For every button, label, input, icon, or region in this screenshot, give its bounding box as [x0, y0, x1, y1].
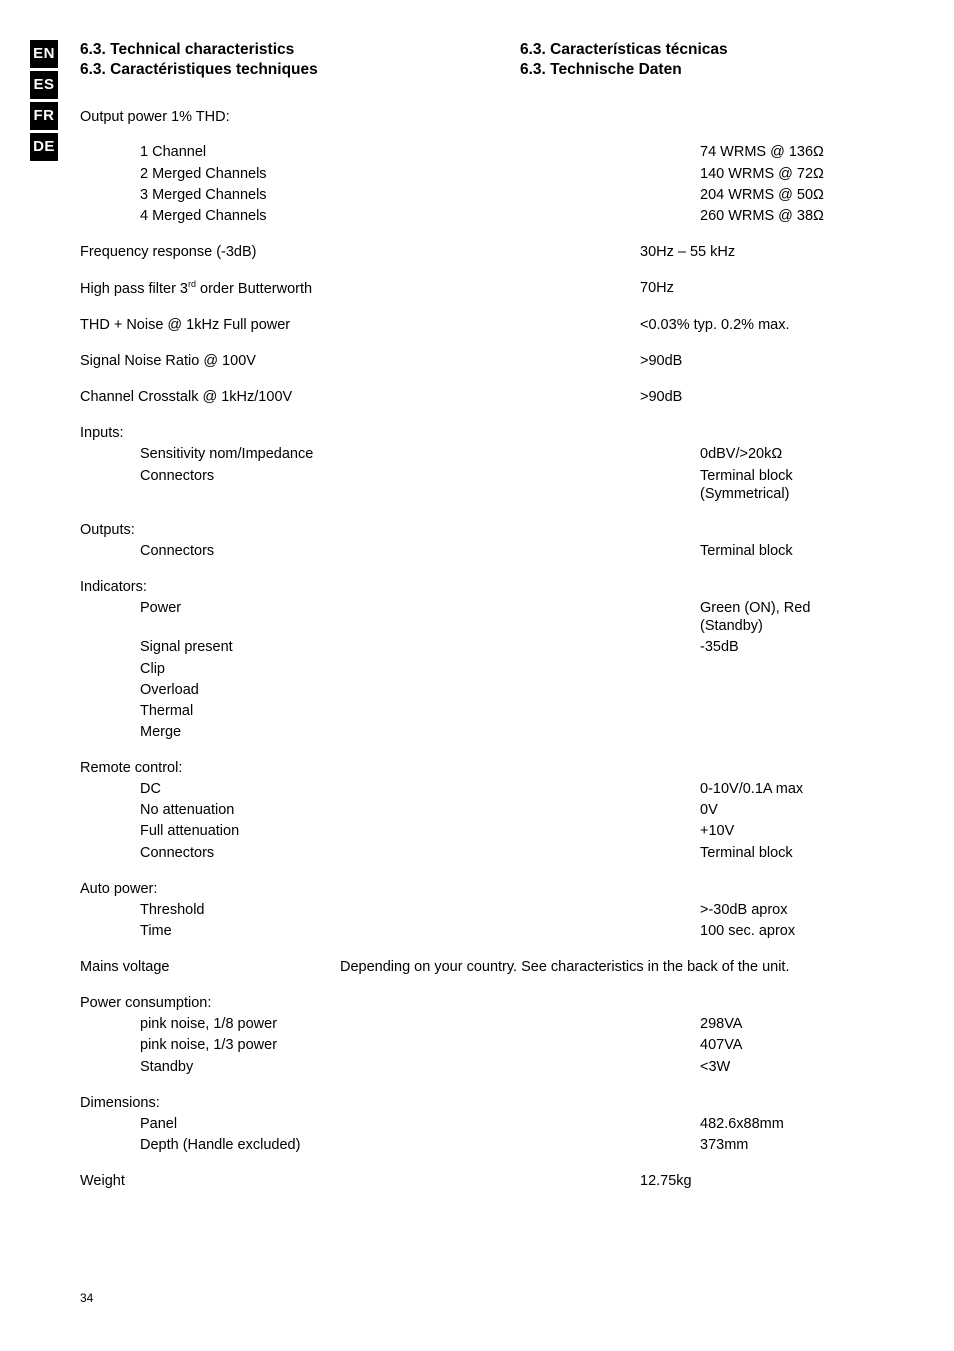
section-titles: 6.3. Technical characteristics 6.3. Cara…: [80, 40, 874, 80]
spec-label: Connectors: [80, 542, 700, 560]
spec-label: Panel: [80, 1115, 700, 1133]
spec-label: Mains voltage: [80, 958, 340, 976]
page-content: 6.3. Technical characteristics 6.3. Cara…: [80, 40, 874, 1190]
inputs-heading: Inputs:: [80, 424, 640, 442]
title-en: 6.3. Technical characteristics: [80, 40, 520, 60]
spec-label: High pass filter 3rd order Butterworth: [80, 279, 640, 298]
page-number: 34: [80, 1291, 93, 1306]
spec-label: Power: [80, 599, 700, 635]
hp-prefix: High pass filter 3: [80, 281, 188, 297]
spec-value: 482.6x88mm: [700, 1115, 874, 1133]
spec-label: pink noise, 1/8 power: [80, 1015, 700, 1033]
spec-value: 0dBV/>20kΩ: [700, 445, 874, 463]
spec-value: 0V: [700, 801, 874, 819]
spec-value: 0-10V/0.1A max: [700, 780, 874, 798]
spec-value: 74 WRMS @ 136Ω: [700, 143, 874, 161]
spec-value: 373mm: [700, 1136, 874, 1154]
outputs-heading: Outputs:: [80, 521, 640, 539]
lang-de: DE: [30, 133, 58, 161]
spec-value: -35dB: [700, 638, 874, 656]
title-es: 6.3. Características técnicas: [520, 40, 728, 60]
spec-value: <0.03% typ. 0.2% max.: [640, 316, 874, 334]
spec-value: <3W: [700, 1058, 874, 1076]
spec-label: 3 Merged Channels: [80, 186, 700, 204]
spec-label: DC: [80, 780, 700, 798]
spec-label: THD + Noise @ 1kHz Full power: [80, 316, 640, 334]
spec-value: 70Hz: [640, 279, 874, 298]
lang-fr: FR: [30, 102, 58, 130]
spec-label: Connectors: [80, 467, 700, 503]
hp-ordinal: rd: [188, 279, 196, 289]
spec-label: Depth (Handle excluded): [80, 1136, 700, 1154]
hp-suffix: order Butterworth: [196, 281, 312, 297]
spec-value: >-30dB aprox: [700, 901, 874, 919]
spec-value: Depending on your country. See character…: [340, 958, 790, 976]
remote-heading: Remote control:: [80, 759, 640, 777]
spec-label: Standby: [80, 1058, 700, 1076]
spec-label: Signal present: [80, 638, 700, 656]
spec-label: Frequency response (-3dB): [80, 243, 640, 261]
spec-label: Sensitivity nom/Impedance: [80, 445, 700, 463]
spec-value: 140 WRMS @ 72Ω: [700, 165, 874, 183]
spec-label: No attenuation: [80, 801, 700, 819]
indicators-heading: Indicators:: [80, 578, 640, 596]
spec-label: Clip: [80, 660, 700, 678]
spec-label: Signal Noise Ratio @ 100V: [80, 352, 640, 370]
output-power-heading: Output power 1% THD:: [80, 108, 640, 126]
spec-value: Terminal block: [700, 542, 874, 560]
spec-label: 2 Merged Channels: [80, 165, 700, 183]
spec-label: Time: [80, 922, 700, 940]
spec-value: Green (ON), Red (Standby): [700, 599, 874, 635]
spec-value: >90dB: [640, 388, 874, 406]
spec-value: 12.75kg: [640, 1172, 874, 1190]
spec-label: Full attenuation: [80, 822, 700, 840]
spec-value: Terminal block (Symmetrical): [700, 467, 874, 503]
dimensions-heading: Dimensions:: [80, 1094, 640, 1112]
spec-label: Connectors: [80, 844, 700, 862]
title-de: 6.3. Technische Daten: [520, 60, 728, 80]
spec-value: 204 WRMS @ 50Ω: [700, 186, 874, 204]
auto-heading: Auto power:: [80, 880, 640, 898]
power-cons-heading: Power consumption:: [80, 994, 640, 1012]
spec-label: Overload: [80, 681, 700, 699]
lang-es: ES: [30, 71, 58, 99]
spec-label: Weight: [80, 1172, 640, 1190]
spec-label: Channel Crosstalk @ 1kHz/100V: [80, 388, 640, 406]
spec-label: pink noise, 1/3 power: [80, 1036, 700, 1054]
spec-value: Terminal block: [700, 844, 874, 862]
spec-label: Merge: [80, 723, 700, 741]
spec-value: 407VA: [700, 1036, 874, 1054]
title-fr: 6.3. Caractéristiques techniques: [80, 60, 520, 80]
language-strip: EN ES FR DE: [30, 40, 58, 164]
lang-en: EN: [30, 40, 58, 68]
spec-value: 100 sec. aprox: [700, 922, 874, 940]
spec-value: +10V: [700, 822, 874, 840]
spec-label: Thermal: [80, 702, 700, 720]
spec-label: Threshold: [80, 901, 700, 919]
spec-value: 30Hz – 55 kHz: [640, 243, 874, 261]
spec-value: 298VA: [700, 1015, 874, 1033]
spec-label: 1 Channel: [80, 143, 700, 161]
spec-label: 4 Merged Channels: [80, 207, 700, 225]
spec-value: 260 WRMS @ 38Ω: [700, 207, 874, 225]
spec-value: >90dB: [640, 352, 874, 370]
